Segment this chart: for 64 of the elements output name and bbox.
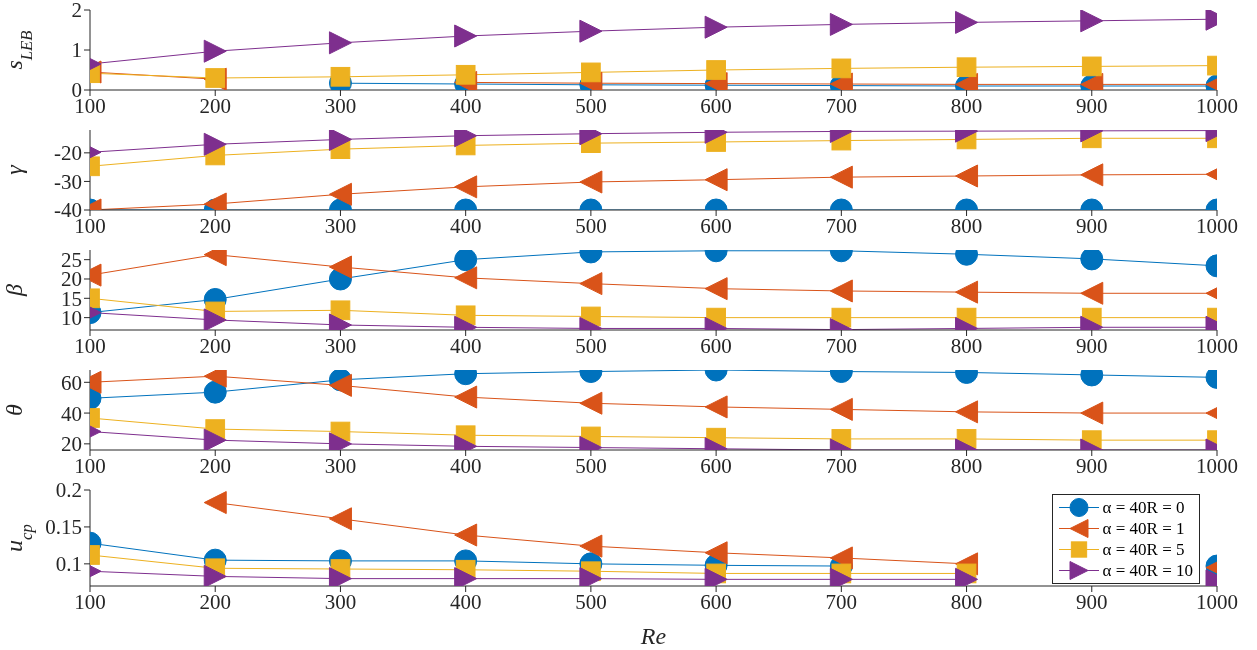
x-tick-label: 200 bbox=[199, 213, 231, 238]
x-tick-label: 500 bbox=[575, 213, 607, 238]
x-tick-label: 1000 bbox=[1196, 213, 1238, 238]
x-tick-label: 900 bbox=[1076, 453, 1108, 478]
x-tick-label: 1000 bbox=[1196, 333, 1238, 358]
y-tick-label: 0.2 bbox=[55, 478, 82, 503]
x-tick-label: 500 bbox=[575, 93, 607, 118]
x-tick-label: 400 bbox=[449, 453, 482, 478]
x-tick-label: 900 bbox=[1076, 213, 1108, 238]
y-tick-label: 60 bbox=[61, 370, 82, 395]
x-tick-label: 900 bbox=[1076, 589, 1108, 614]
x-tick-label: 1000 bbox=[1196, 589, 1238, 614]
x-tick-label: 300 bbox=[324, 213, 357, 238]
x-tick-label: 800 bbox=[950, 93, 983, 118]
x-tick-label: 600 bbox=[700, 589, 732, 614]
x-tick-label: 900 bbox=[1076, 333, 1108, 358]
x-tick-label: 600 bbox=[700, 333, 732, 358]
legend-label: α = 40R = 1 bbox=[1102, 518, 1185, 539]
x-tick-label: 800 bbox=[950, 213, 983, 238]
x-tick-label: 600 bbox=[700, 93, 732, 118]
x-tick-label: 700 bbox=[825, 213, 858, 238]
x-tick-label: 600 bbox=[700, 453, 732, 478]
y-axis-title: γ bbox=[1, 164, 27, 175]
x-tick-label: 200 bbox=[199, 93, 231, 118]
y-axis-title: β bbox=[1, 283, 27, 297]
x-tick-label: 800 bbox=[950, 453, 983, 478]
x-tick-label: 200 bbox=[199, 589, 231, 614]
x-axis-title: Re bbox=[639, 623, 667, 649]
y-tick-label: 40 bbox=[61, 401, 82, 426]
x-tick-label: 600 bbox=[700, 213, 732, 238]
x-tick-label: 100 bbox=[74, 589, 106, 614]
y-tick-label: -20 bbox=[54, 141, 82, 166]
x-tick-label: 300 bbox=[324, 589, 357, 614]
y-axis-title: θ bbox=[1, 403, 27, 416]
x-tick-label: 1000 bbox=[1196, 453, 1238, 478]
y-tick-label: 0.15 bbox=[45, 515, 82, 540]
x-tick-label: 500 bbox=[575, 453, 607, 478]
x-tick-label: 200 bbox=[199, 333, 231, 358]
x-tick-label: 800 bbox=[950, 333, 983, 358]
x-tick-label: 500 bbox=[575, 589, 607, 614]
y-tick-label: 0.1 bbox=[55, 552, 82, 577]
x-tick-label: 700 bbox=[825, 453, 858, 478]
x-tick-label: 700 bbox=[825, 589, 858, 614]
x-tick-label: 400 bbox=[449, 93, 482, 118]
x-tick-label: 900 bbox=[1076, 93, 1108, 118]
y-tick-label: -30 bbox=[54, 169, 82, 194]
x-tick-label: 200 bbox=[199, 453, 231, 478]
x-tick-label: 700 bbox=[825, 333, 858, 358]
x-tick-label: 400 bbox=[449, 333, 482, 358]
x-tick-label: 300 bbox=[324, 333, 357, 358]
x-tick-label: 300 bbox=[324, 453, 357, 478]
x-tick-label: 700 bbox=[825, 93, 858, 118]
legend-label: α = 40R = 5 bbox=[1102, 539, 1185, 560]
legend-label: α = 40R = 0 bbox=[1102, 497, 1185, 518]
x-tick-label: 400 bbox=[449, 589, 482, 614]
x-tick-label: 500 bbox=[575, 333, 607, 358]
x-tick-label: 800 bbox=[950, 589, 983, 614]
y-tick-label: 1 bbox=[71, 38, 82, 63]
x-tick-label: 1000 bbox=[1196, 93, 1238, 118]
y-tick-label: 2 bbox=[71, 0, 82, 23]
legend-label: α = 40R = 10 bbox=[1102, 560, 1193, 581]
x-tick-label: 300 bbox=[324, 93, 357, 118]
x-tick-label: 400 bbox=[449, 213, 482, 238]
x-tick-label: 100 bbox=[74, 333, 106, 358]
